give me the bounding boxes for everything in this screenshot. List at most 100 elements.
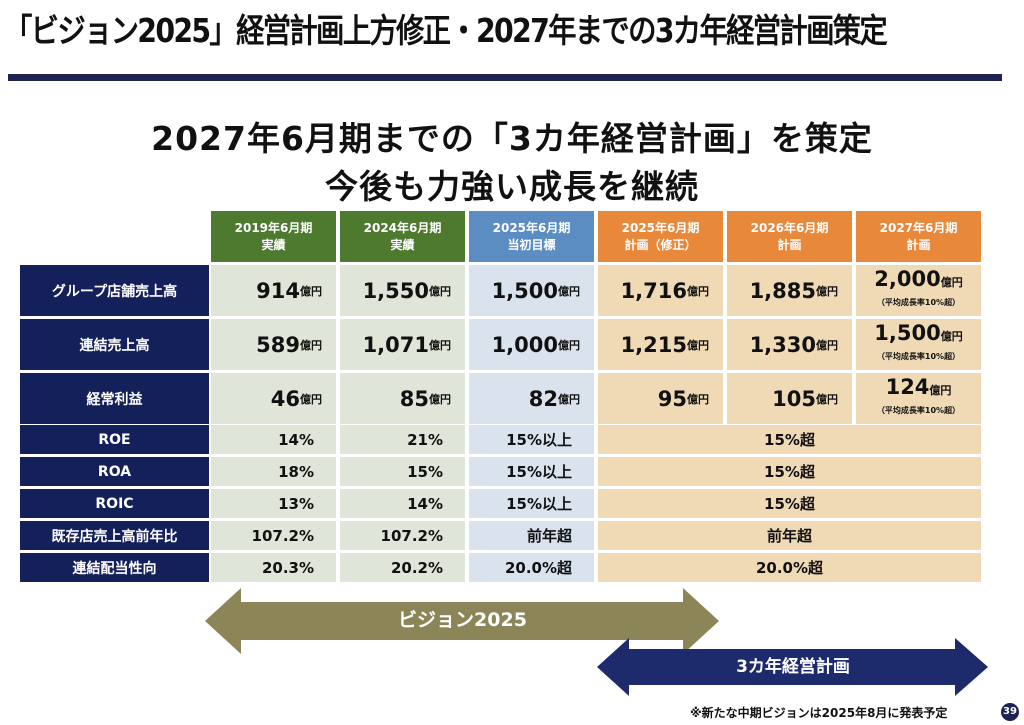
plan-merged-cell: 20.0%超 [598, 553, 981, 582]
unit: 億円 [300, 392, 322, 406]
row-label: 経常利益 [20, 373, 209, 424]
value-line: 1,500億円 [874, 322, 963, 347]
table-cell: 前年超 [469, 521, 594, 550]
row-label-text: ROE [98, 431, 131, 448]
row-label-text: 連結配当性向 [72, 560, 157, 577]
value: 18% [278, 462, 314, 481]
table-cell: 1,500億円 （平均成長率10%超） [856, 319, 981, 370]
unit: 億円 [429, 338, 451, 352]
table-cell: 15%以上 [469, 425, 594, 454]
column-header-period: 2024年6月期 [363, 220, 442, 235]
column-header-type: 計画（修正） [624, 237, 697, 252]
growth-note: （平均成長率10%超） [876, 297, 961, 307]
vision-2025-label: ビジョン2025 [398, 609, 527, 631]
growth-note: （平均成長率10%超） [876, 351, 961, 361]
unit: 億円 [558, 338, 580, 352]
table-cell: 1,215 億円 [598, 319, 723, 370]
column-header-type: 計画 [777, 237, 802, 252]
table-cell: 15% [340, 457, 465, 486]
table-cell: 1,500 億円 [469, 265, 594, 316]
column-header-period: 2019年6月期 [234, 220, 313, 235]
value: 1,215 [620, 332, 687, 357]
unit: 億円 [929, 383, 952, 397]
table-cell: 107.2% [340, 521, 465, 550]
column-header: 2025年6月期 当初目標 [469, 211, 594, 262]
table-cell: 20.2% [340, 553, 465, 582]
table-cell: 21% [340, 425, 465, 454]
value: 2,000 [874, 266, 941, 291]
table-cell: 14% [340, 489, 465, 518]
unit: 億円 [940, 275, 963, 289]
row-label: ROA [20, 457, 209, 486]
unit: 億円 [687, 284, 709, 298]
table-cell: 13% [211, 489, 336, 518]
value: 1,716 [620, 278, 687, 303]
table-cell: 15%以上 [469, 489, 594, 518]
plan-merged-cell: 15%超 [598, 457, 981, 486]
value: 14% [407, 494, 443, 513]
column-header-period: 2025年6月期 [621, 220, 700, 235]
row-label-text: 連結売上高 [79, 337, 150, 354]
unit: 億円 [816, 338, 838, 352]
value: 589 [256, 332, 300, 357]
column-header: 2019年6月期 実績 [211, 211, 336, 262]
row-label-text: ROIC [95, 495, 134, 512]
unit: 億円 [940, 329, 963, 343]
title-divider [8, 74, 1002, 81]
value: 15%超 [764, 495, 815, 513]
unit: 億円 [816, 284, 838, 298]
table-cell: 82 億円 [469, 373, 594, 424]
row-label: 既存店売上高前年比 [20, 521, 209, 550]
subtitle-line-2: 今後も力強い成長を継続 [325, 167, 699, 206]
table-cell: 15%以上 [469, 457, 594, 486]
table-cell: 2,000億円 （平均成長率10%超） [856, 265, 981, 316]
value: 15%超 [764, 431, 815, 449]
table-cell: 589 億円 [211, 319, 336, 370]
unit: 億円 [429, 284, 451, 298]
value: 82 [528, 386, 558, 411]
unit: 億円 [429, 392, 451, 406]
unit: 億円 [687, 392, 709, 406]
unit: 億円 [687, 338, 709, 352]
footnote: ※新たな中期ビジョンは2025年8月に発表予定 [690, 706, 948, 720]
value: 1,000 [491, 332, 558, 357]
value: 85 [399, 386, 429, 411]
value: 105 [772, 386, 816, 411]
row-label-text: 経常利益 [86, 391, 143, 408]
table-cell: 124億円 （平均成長率10%超） [856, 373, 981, 424]
value-line: 124億円 [886, 376, 952, 401]
value: 1,885 [749, 278, 816, 303]
value: 20.0%超 [504, 559, 572, 577]
table-cell: 1,716 億円 [598, 265, 723, 316]
value: 15%以上 [506, 431, 572, 449]
three-year-plan-label: 3カ年経営計画 [736, 657, 850, 677]
growth-note: （平均成長率10%超） [876, 405, 961, 415]
value: 14% [278, 430, 314, 449]
column-header-type: 実績 [390, 237, 415, 252]
table-cell: 95 億円 [598, 373, 723, 424]
table-cell: 1,330 億円 [727, 319, 852, 370]
value: 1,550 [362, 278, 429, 303]
row-label: 連結売上高 [20, 319, 209, 370]
column-header-type: 当初目標 [507, 237, 556, 252]
table-cell: 20.0%超 [469, 553, 594, 582]
column-header-period: 2027年6月期 [879, 220, 958, 235]
three-year-plan-arrow [597, 638, 988, 696]
page-number: 39 [1001, 703, 1019, 721]
table-cell: 914 億円 [211, 265, 336, 316]
value: 95 [657, 386, 687, 411]
row-label-text: ROA [97, 463, 132, 480]
unit: 億円 [558, 284, 580, 298]
plan-merged-cell: 15%超 [598, 489, 981, 518]
row-label: グループ店舗売上高 [20, 265, 209, 316]
column-header-type: 計画 [906, 237, 931, 252]
value: 20.0%超 [755, 559, 824, 577]
value: 20.2% [390, 558, 443, 577]
row-label-text: 既存店売上高前年比 [51, 528, 178, 545]
column-header-period: 2026年6月期 [750, 220, 829, 235]
table-cell: 20.3% [211, 553, 336, 582]
row-label: 連結配当性向 [20, 553, 209, 582]
value: 46 [270, 386, 300, 411]
value: 15%以上 [506, 495, 572, 513]
value: 1,330 [749, 332, 816, 357]
